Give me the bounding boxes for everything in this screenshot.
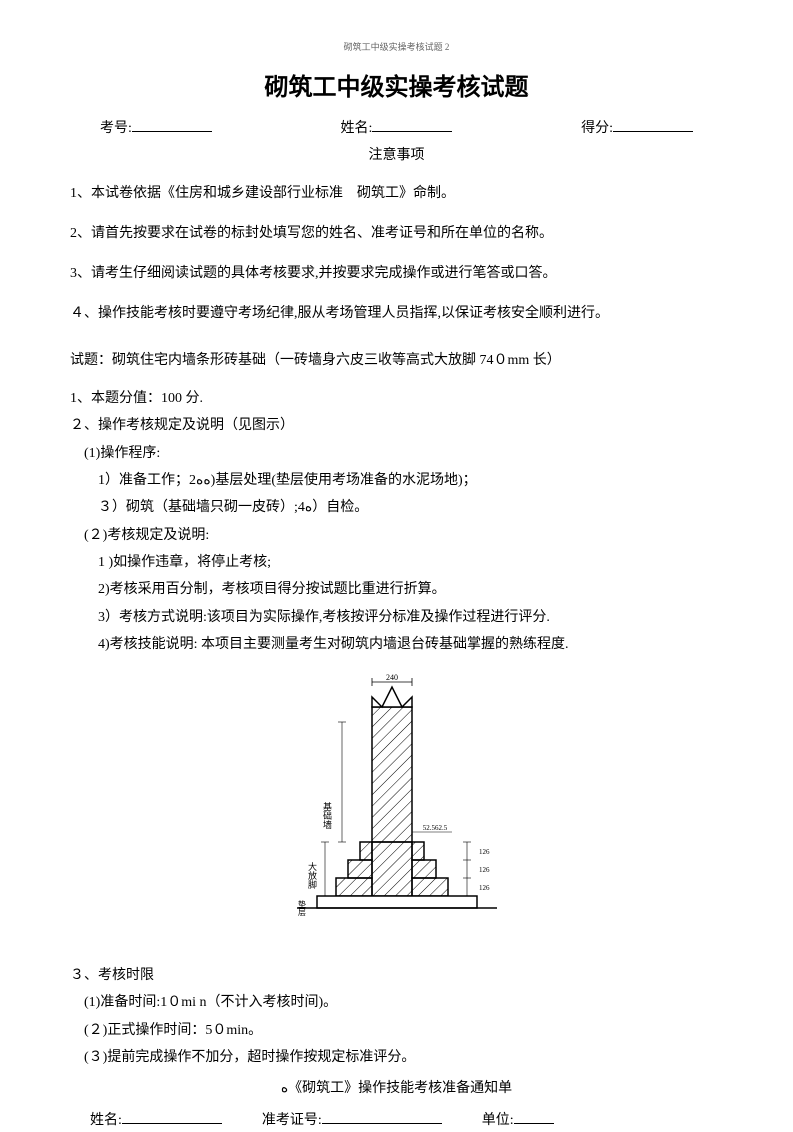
name-field: 姓名: — [341, 116, 453, 140]
section-time: ３、考核时限 — [70, 965, 723, 987]
notice-item: 2、请首先按要求在试卷的标封处填写您的姓名、准考证号和所在单位的名称。 — [70, 220, 723, 248]
main-title: 砌筑工中级实操考核试题 — [70, 69, 723, 107]
dim-h3: 126 — [479, 884, 490, 892]
page-header-small: 砌筑工中级实操考核试题 2 — [70, 40, 723, 54]
name-label-2: 姓名: — [90, 1110, 122, 1132]
section-rules: ２、操作考核规定及说明（见图示） — [70, 415, 723, 437]
score-blank[interactable] — [613, 116, 693, 132]
unit-label: 单位: — [482, 1110, 514, 1132]
score-label: 得分: — [581, 118, 613, 140]
label-wall: 基础墙 — [322, 801, 332, 830]
notice-item: ４、操作技能考核时要遵守考场纪律,服从考场管理人员指挥,以保证考核安全顺利进行。 — [70, 300, 723, 328]
question-title: 试题：砌筑住宅内墙条形砖基础（一砖墙身六皮三收等高式大放脚 74０mm 长） — [70, 348, 723, 373]
dim-h1: 126 — [479, 848, 490, 856]
notice-item: 3、请考生仔细阅读试题的具体考核要求,并按要求完成操作或进行笔答或口答。 — [70, 260, 723, 288]
notice-item: 1、本试卷依据《住房和城乡建设部行业标准 砌筑工》命制。 — [70, 180, 723, 208]
rule-item: 4)考核技能说明: 本项目主要测量考生对砌筑内墙退台砖基础掌握的熟练程度. — [70, 634, 723, 656]
procedure-step: ３）砌筑（基础墙只砌一皮砖）;ﻩ4）自检。 — [70, 497, 723, 519]
notice-list: 1、本试卷依据《住房和城乡建设部行业标准 砌筑工》命制。 2、请首先按要求在试卷… — [70, 180, 723, 328]
rule-item: 2)考核采用百分制，考核项目得分按试题比重进行折算。 — [70, 579, 723, 601]
time-item: (３)提前完成操作不加分，超时操作按规定标准评分。 — [70, 1047, 723, 1069]
label-footing: 大放脚 — [307, 861, 317, 890]
unit-field: 单位: — [482, 1108, 554, 1132]
dim-top: 240 — [386, 673, 398, 682]
diagram-svg: 240 52.562.5 126 126 126 基础墙 大放脚 垫层 — [257, 672, 537, 942]
section-procedure: (1)操作程序: — [70, 443, 723, 465]
score-field: 得分: — [581, 116, 693, 140]
foundation-diagram: 240 52.562.5 126 126 126 基础墙 大放脚 垫层 — [70, 672, 723, 950]
exam-no-label: 考号: — [100, 118, 132, 140]
time-item: (２)正式操作时间：5０min。 — [70, 1020, 723, 1042]
time-item: (1)准备时间:1０mi n（不计入考核时间)。 — [70, 992, 723, 1014]
dim-step: 52.562.5 — [422, 824, 447, 832]
rule-item: 1 )如操作违章，将停止考核; — [70, 552, 723, 574]
admission-field: 准考证号: — [262, 1108, 442, 1132]
info-line-top: 考号: 姓名: 得分: — [70, 116, 723, 140]
exam-no-field: 考号: — [100, 116, 212, 140]
dim-h2: 126 — [479, 866, 490, 874]
procedure-step: 1）准备工作；ﻩﻩ2)基层处理(垫层使用考场准备的水泥场地)； — [70, 470, 723, 492]
label-base: 垫层 — [297, 899, 306, 917]
admission-label: 准考证号: — [262, 1110, 322, 1132]
info-line-bottom: 姓名: 准考证号: 单位: — [70, 1108, 723, 1132]
section-score: 1、本题分值：100 分. — [70, 388, 723, 410]
name-label: 姓名: — [341, 118, 373, 140]
notice-title: 注意事项 — [70, 145, 723, 167]
name-blank[interactable] — [372, 116, 452, 132]
name-field-2: 姓名: — [90, 1108, 222, 1132]
section-rules-desc: (２)考核规定及说明: — [70, 525, 723, 547]
prep-notice-title: ﻩ《砌筑工》操作技能考核准备通知单 — [70, 1078, 723, 1100]
rule-item: 3）考核方式说明:该项目为实际操作,考核按评分标准及操作过程进行评分. — [70, 607, 723, 629]
exam-no-blank[interactable] — [132, 116, 212, 132]
